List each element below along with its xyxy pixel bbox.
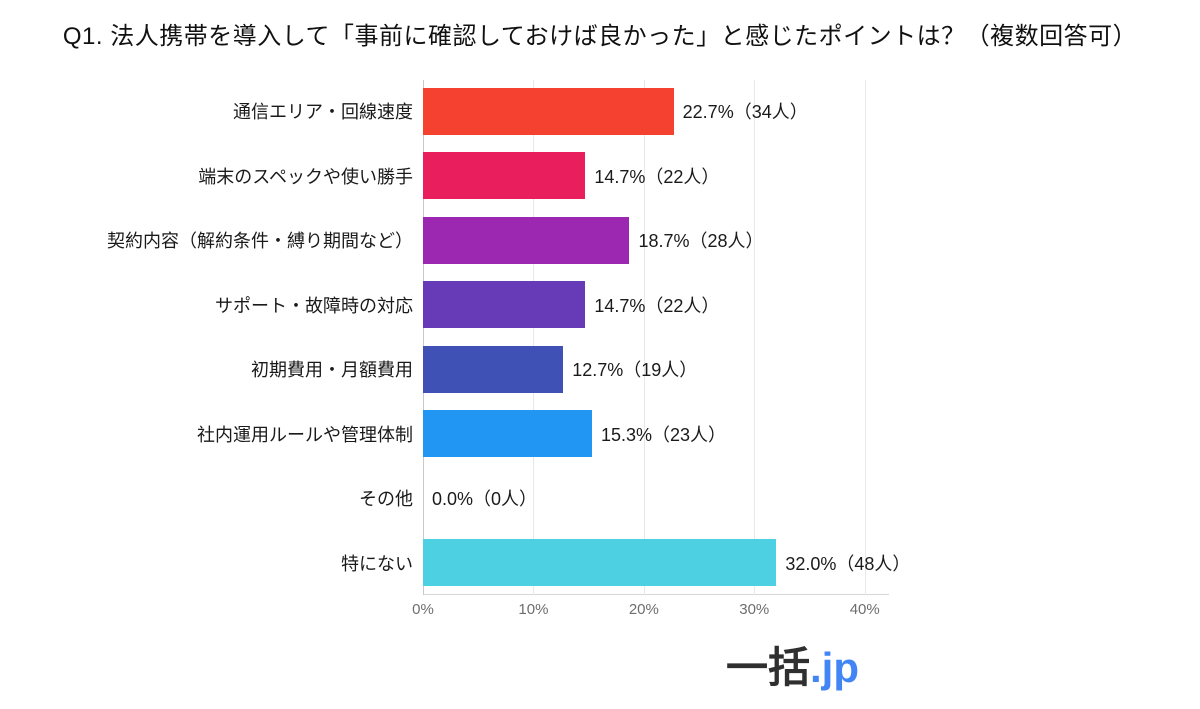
category-label: 通信エリア・回線速度 — [233, 102, 413, 123]
gridline — [423, 80, 424, 595]
value-label: 18.7%（28人） — [638, 231, 764, 252]
value-label: 32.0%（48人） — [785, 553, 911, 574]
bar-area: 15.3%（23人） — [423, 410, 1200, 458]
x-tick-label: 30% — [739, 601, 770, 618]
bar-row: 特にない 32.0%（48人） — [0, 531, 1200, 596]
value-label: 14.7%（22人） — [594, 295, 720, 316]
category-label: 端末のスペックや使い勝手 — [198, 166, 413, 187]
gridline — [754, 80, 756, 595]
bar-row: その他 0.0%（0人） — [0, 466, 1200, 531]
bar-area: 14.7%（22人） — [423, 281, 1200, 329]
bar — [423, 87, 674, 135]
bar — [423, 345, 564, 393]
category-label: 初期費用・月額費用 — [251, 360, 413, 381]
bar-row: サポート・故障時の対応 14.7%（22人） — [0, 273, 1200, 338]
value-label: 12.7%（19人） — [572, 360, 698, 381]
logo-text: 一括 — [726, 644, 811, 691]
bar — [423, 152, 586, 200]
x-axis-ticks: 0% 10% 20% 30% 40% — [412, 601, 889, 623]
bar — [423, 281, 586, 329]
bar-area: 12.7%（19人） — [423, 345, 1200, 393]
bar-area: 14.7%（22人） — [423, 152, 1200, 200]
category-label: 契約内容（解約条件・縛り期間など） — [107, 231, 413, 252]
bar-row: 契約内容（解約条件・縛り期間など） 18.7%（28人） — [0, 208, 1200, 273]
bar-area: 18.7%（28人） — [423, 216, 1200, 264]
bar-row: 通信エリア・回線速度 22.7%（34人） — [0, 79, 1200, 144]
category-label: その他 — [359, 489, 413, 510]
x-tick-label: 20% — [628, 601, 659, 618]
plot-area — [423, 80, 889, 595]
bar-row: 社内運用ルールや管理体制 15.3%（23人） — [0, 402, 1200, 467]
bar-chart: 通信エリア・回線速度 22.7%（34人） 端末のスペックや使い勝手 14.7%（22… — [0, 79, 1200, 595]
logo: 一括.jp — [726, 634, 859, 695]
x-axis-line — [423, 594, 889, 595]
value-label: 14.7%（22人） — [594, 166, 720, 187]
x-tick-label: 0% — [412, 601, 434, 618]
category-label: 特にない — [341, 553, 413, 574]
bar-area: 22.7%（34人） — [423, 87, 1200, 135]
value-label: 0.0%（0人） — [432, 489, 538, 510]
x-tick-label: 10% — [518, 601, 549, 618]
gridline — [643, 80, 645, 595]
logo-suffix: .jp — [810, 644, 860, 691]
bar-area: 0.0%（0人） — [423, 475, 1200, 522]
bar-area: 32.0%（48人） — [423, 539, 1200, 587]
x-tick-label: 40% — [849, 601, 880, 618]
bar-row: 初期費用・月額費用 12.7%（19人） — [0, 337, 1200, 402]
category-label: 社内運用ルールや管理体制 — [197, 424, 413, 445]
value-label: 15.3%（23人） — [600, 424, 726, 445]
category-label: サポート・故障時の対応 — [215, 295, 413, 316]
value-label: 22.7%（34人） — [682, 102, 808, 123]
bar — [423, 216, 630, 264]
chart-title: Q1. 法人携帯を導入して「事前に確認しておけば良かった」と感じたポイントは？（… — [62, 23, 1138, 50]
gridline — [533, 80, 535, 595]
bar — [423, 539, 777, 587]
bar-row: 端末のスペックや使い勝手 14.7%（22人） — [0, 144, 1200, 209]
gridline — [864, 80, 866, 595]
bar — [423, 410, 592, 458]
